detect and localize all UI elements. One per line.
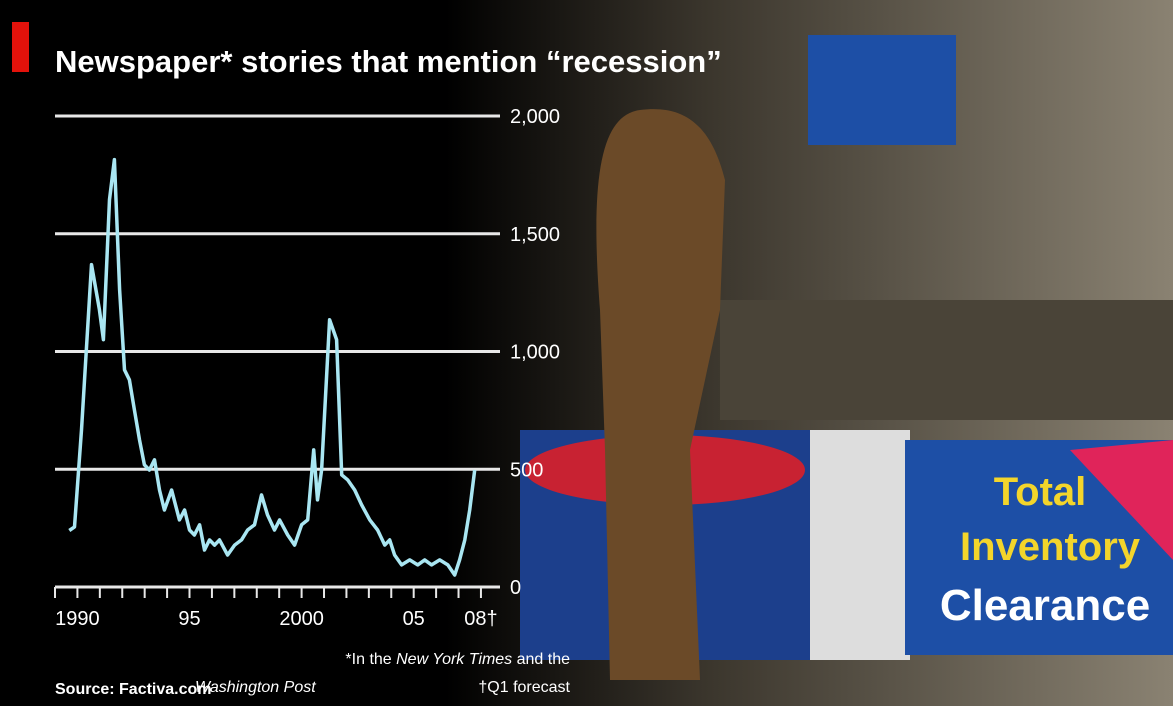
x-tick-label: 2000 xyxy=(279,608,324,630)
y-tick-label: 1,500 xyxy=(510,224,560,246)
x-tick-label: 95 xyxy=(178,608,200,630)
data-line xyxy=(68,157,477,577)
footnote-part: New York Times xyxy=(396,651,512,668)
footnote-part: and the xyxy=(512,651,570,668)
source: Source: Factiva.com xyxy=(55,681,212,698)
sign-corner xyxy=(1070,440,1173,560)
footnote: *In the New York Times and the xyxy=(345,651,570,668)
footnote-part: *In the xyxy=(345,651,396,668)
y-tick-label: 1,000 xyxy=(510,342,560,364)
sign-text: Total xyxy=(994,470,1087,514)
person xyxy=(596,109,725,680)
chart-title: Newspaper* stories that mention “recessi… xyxy=(55,44,722,79)
sign-text: Clearance xyxy=(940,581,1150,630)
y-tick-label: 2,000 xyxy=(510,106,560,128)
shelf xyxy=(720,300,1173,420)
y-tick-label: 0 xyxy=(510,577,521,599)
accent-bar xyxy=(12,22,29,72)
footnote: Washington Post xyxy=(195,679,316,696)
footnote: †Q1 forecast xyxy=(478,679,570,696)
x-tick-label: 05 xyxy=(403,608,425,630)
top-sign xyxy=(808,35,956,145)
x-tick-label: 08† xyxy=(464,608,497,630)
sign-text: Inventory xyxy=(960,525,1141,569)
counter xyxy=(810,430,910,660)
y-tick-label: 500 xyxy=(510,459,543,481)
x-tick-label: 1990 xyxy=(55,608,100,630)
sign-text-group: Total Inventory Clearance xyxy=(940,470,1150,630)
